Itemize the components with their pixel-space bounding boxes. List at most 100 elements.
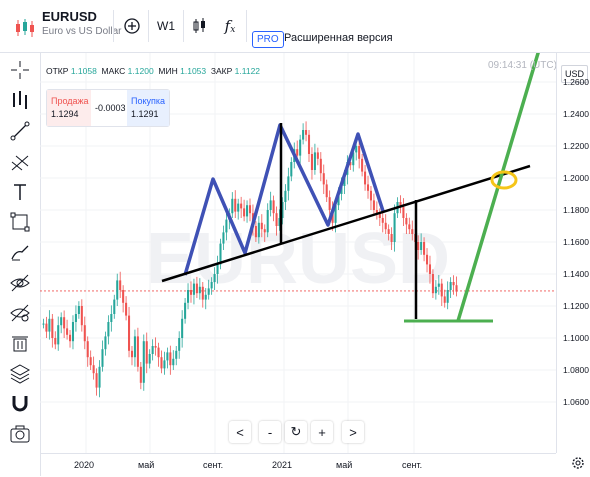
zoom-out-button[interactable]: -	[259, 421, 281, 443]
candle	[113, 299, 116, 314]
neckline	[161, 164, 531, 283]
ohlc-legend: ОТКР 1.1058 МАКС 1.1200 МИН 1.1053 ЗАКР …	[46, 66, 261, 76]
candle	[98, 366, 101, 388]
candle	[237, 203, 240, 212]
indicator-bars-icon[interactable]	[8, 88, 32, 112]
price-label: 1.2200	[563, 141, 589, 151]
add-symbol-button[interactable]	[120, 14, 144, 38]
scroll-controls: <	[229, 421, 251, 443]
candle	[225, 219, 228, 233]
candle	[198, 286, 201, 294]
fib-tool-icon[interactable]	[8, 150, 32, 174]
scroll-right-button[interactable]: >	[342, 421, 364, 443]
candle	[364, 171, 367, 185]
candle	[139, 366, 142, 383]
chart-type-button[interactable]	[188, 14, 212, 38]
candle	[136, 336, 139, 367]
plus-circle-icon	[124, 18, 140, 34]
candle	[387, 229, 390, 234]
candle	[402, 206, 405, 218]
gear-icon[interactable]	[570, 455, 586, 471]
candle	[269, 200, 272, 210]
spread-value: -0.0003	[95, 103, 126, 113]
delete-drawings-icon[interactable]	[8, 331, 32, 355]
candle	[355, 146, 358, 153]
candle	[187, 290, 190, 303]
candle	[375, 210, 378, 214]
candle	[246, 205, 249, 217]
price-label: 1.0800	[563, 365, 589, 375]
candle	[42, 323, 45, 325]
brush-tool-icon[interactable]	[8, 240, 32, 264]
price-label: 1.1400	[563, 269, 589, 279]
candle	[349, 162, 352, 166]
close-value: 1.1122	[234, 66, 261, 76]
currency-button[interactable]: USD	[561, 65, 589, 83]
toolbar-divider	[183, 10, 184, 42]
candle	[319, 158, 322, 174]
candle	[101, 349, 104, 367]
price-label: 1.2600	[563, 77, 589, 87]
interval-button[interactable]: W1	[157, 19, 175, 33]
candle	[210, 282, 213, 289]
extended-version-link[interactable]: Расширенная версия	[284, 32, 393, 44]
camera-icon[interactable]	[8, 422, 32, 446]
pro-badge[interactable]: PRO	[252, 31, 284, 48]
candle	[92, 365, 95, 374]
candle	[296, 149, 299, 156]
layers-icon[interactable]	[8, 361, 32, 385]
text-tool-icon[interactable]	[8, 180, 32, 204]
candle	[201, 286, 204, 300]
reset-zoom-button[interactable]: ↻	[285, 421, 307, 443]
toolbar-divider	[113, 10, 114, 42]
rectangle-tool-icon[interactable]	[8, 210, 32, 234]
candle	[189, 290, 193, 295]
price-scale[interactable]: USD 1.2600 1.2400 1.2200 1.2000 1.1800 1.1600…	[556, 53, 590, 453]
candle	[405, 218, 408, 225]
hide-drawings-icon[interactable]	[8, 271, 32, 295]
candle	[310, 154, 313, 170]
candle	[74, 314, 77, 322]
candle	[240, 203, 243, 209]
candle	[284, 190, 287, 202]
price-label: 1.0600	[563, 397, 589, 407]
candle	[128, 315, 131, 351]
buy-button[interactable]: Покупка 1.1291	[127, 90, 169, 126]
low-value: 1.1053	[180, 66, 207, 76]
price-label: 1.2400	[563, 109, 589, 119]
candle	[178, 338, 181, 351]
zoom-in-button[interactable]: +	[311, 421, 333, 443]
candle	[57, 325, 60, 345]
candle	[408, 224, 411, 230]
candle	[390, 234, 393, 242]
candle	[192, 283, 195, 295]
trend-line-icon[interactable]	[8, 119, 32, 143]
candle	[80, 306, 83, 326]
candle	[299, 139, 302, 156]
candle	[119, 280, 122, 290]
symbol-name[interactable]: EURUSD	[42, 9, 97, 24]
candle	[366, 184, 370, 191]
crosshair-icon[interactable]	[8, 58, 32, 82]
sell-button[interactable]: Продажа 1.1294	[47, 90, 91, 126]
candle	[219, 243, 222, 265]
price-chart[interactable]: EURUSD	[40, 53, 556, 453]
candle	[372, 200, 375, 210]
time-scale[interactable]: 2020 май сент. 2021 май сент.	[40, 453, 556, 477]
candle	[107, 322, 110, 337]
candle	[420, 242, 423, 250]
candle	[423, 242, 426, 255]
projection-trend-line	[456, 53, 540, 322]
scroll-left-button[interactable]: <	[229, 421, 251, 443]
candle	[66, 328, 69, 335]
candle	[83, 325, 86, 342]
magnet-icon[interactable]	[8, 392, 32, 416]
hide-indicators-icon[interactable]	[8, 301, 32, 325]
candle	[89, 357, 92, 366]
candle	[243, 208, 246, 217]
candle	[160, 357, 163, 369]
candle	[281, 202, 284, 218]
candle	[181, 318, 184, 338]
price-label: 1.1800	[563, 205, 589, 215]
